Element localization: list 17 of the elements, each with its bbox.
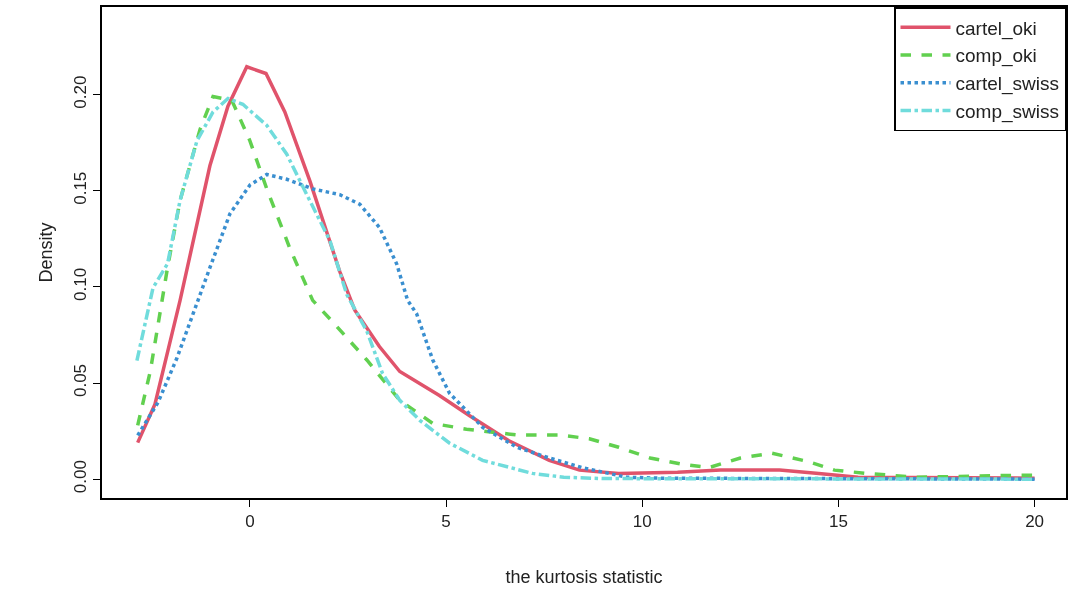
x-tick-label: 5 [441,512,451,532]
x-tick-label: 20 [1025,512,1045,532]
legend-label: cartel_swiss [955,73,1059,96]
y-tick-label: 0.10 [71,267,91,301]
y-tick-label: 0.00 [71,460,91,494]
y-tick-label: 0.05 [71,363,91,398]
x-tick-label: 0 [245,512,255,532]
legend-label: comp_swiss [955,100,1059,123]
y-tick-label: 0.20 [71,75,91,109]
legend-label: cartel_oki [955,17,1037,40]
x-tick-label: 15 [828,512,848,532]
y-axis-title: Density [36,222,57,283]
y-tick-label: 0.15 [71,171,91,205]
x-tick-label: 10 [632,512,652,532]
legend-label: comp_oki [955,45,1037,68]
x-axis-title: the kurtosis statistic [505,566,663,587]
line-series [135,172,1037,481]
